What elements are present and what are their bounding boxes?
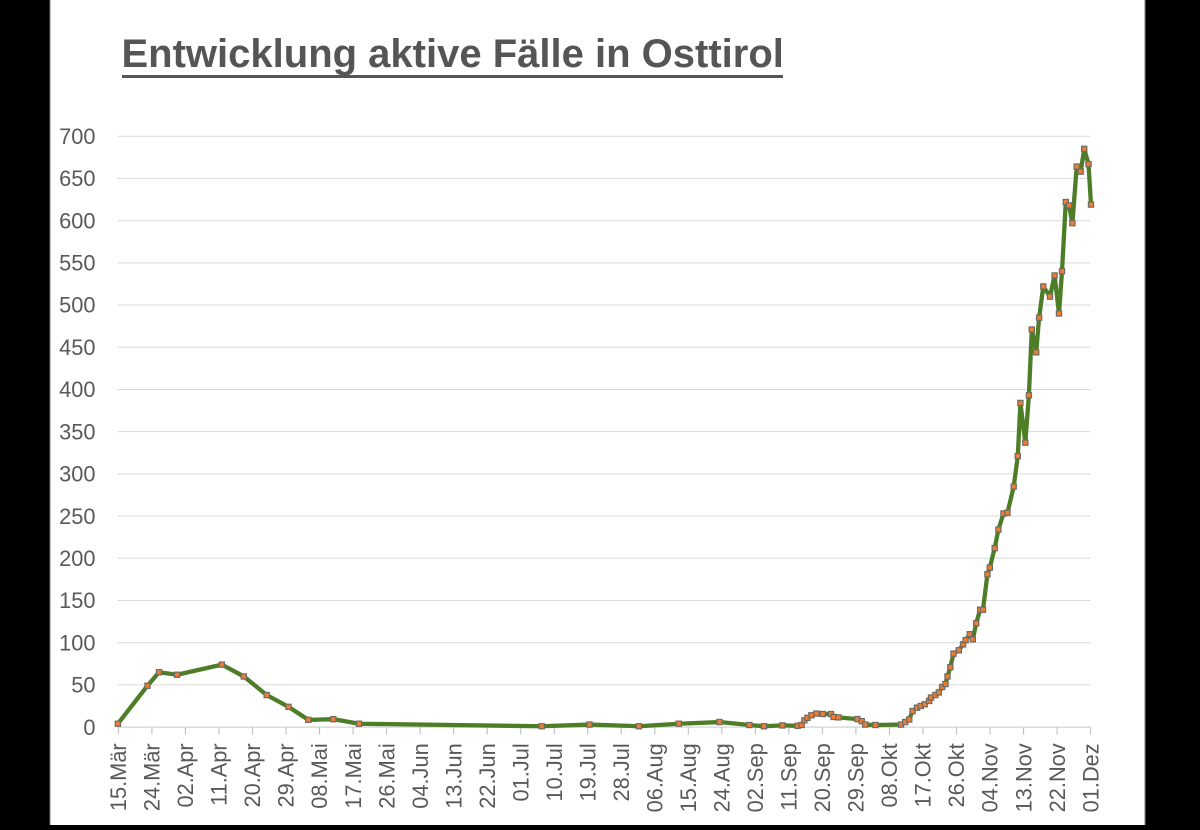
svg-text:29.Sep: 29.Sep [844, 743, 869, 812]
svg-text:20.Sep: 20.Sep [810, 743, 835, 812]
svg-text:50: 50 [71, 673, 95, 698]
svg-text:02.Apr: 02.Apr [173, 743, 198, 807]
svg-text:13.Nov: 13.Nov [1011, 743, 1036, 812]
svg-text:22.Nov: 22.Nov [1045, 743, 1070, 812]
svg-text:11.Apr: 11.Apr [207, 743, 232, 806]
svg-text:400: 400 [59, 377, 95, 402]
svg-text:650: 650 [59, 166, 95, 191]
svg-text:700: 700 [59, 124, 95, 149]
svg-text:200: 200 [59, 546, 95, 571]
svg-text:02.Sep: 02.Sep [743, 743, 768, 812]
svg-text:350: 350 [59, 419, 95, 444]
svg-text:250: 250 [59, 504, 95, 529]
svg-text:15.Aug: 15.Aug [676, 743, 701, 812]
svg-text:08.Mai: 08.Mai [307, 743, 332, 808]
svg-text:10.Jul: 10.Jul [542, 743, 567, 801]
svg-text:24.Mär: 24.Mär [140, 743, 165, 811]
svg-text:01.Jul: 01.Jul [508, 743, 533, 801]
svg-text:100: 100 [59, 630, 95, 655]
svg-text:300: 300 [59, 462, 95, 487]
svg-text:04.Nov: 04.Nov [978, 743, 1003, 812]
svg-text:26.Okt: 26.Okt [944, 743, 969, 807]
svg-text:28.Jul: 28.Jul [609, 743, 634, 801]
svg-text:150: 150 [59, 588, 95, 613]
svg-text:19.Jul: 19.Jul [575, 743, 600, 801]
svg-text:11.Sep: 11.Sep [777, 743, 802, 810]
svg-text:04.Jun: 04.Jun [408, 743, 433, 808]
svg-text:550: 550 [59, 251, 95, 276]
svg-text:500: 500 [59, 293, 95, 318]
svg-text:06.Aug: 06.Aug [642, 743, 667, 812]
svg-text:13.Jun: 13.Jun [441, 743, 466, 808]
svg-text:29.Apr: 29.Apr [274, 743, 299, 807]
svg-text:17.Mai: 17.Mai [341, 743, 366, 808]
svg-text:22.Jun: 22.Jun [475, 743, 500, 808]
svg-text:450: 450 [59, 335, 95, 360]
svg-text:26.Mai: 26.Mai [374, 743, 399, 808]
svg-text:17.Okt: 17.Okt [911, 743, 936, 807]
svg-text:24.Aug: 24.Aug [710, 743, 735, 812]
svg-text:0: 0 [83, 715, 95, 740]
svg-text:600: 600 [59, 208, 95, 233]
svg-text:08.Okt: 08.Okt [877, 743, 902, 807]
svg-text:15.Mär: 15.Mär [106, 743, 131, 811]
svg-text:01.Dez: 01.Dez [1078, 743, 1103, 812]
svg-text:20.Apr: 20.Apr [240, 743, 265, 807]
